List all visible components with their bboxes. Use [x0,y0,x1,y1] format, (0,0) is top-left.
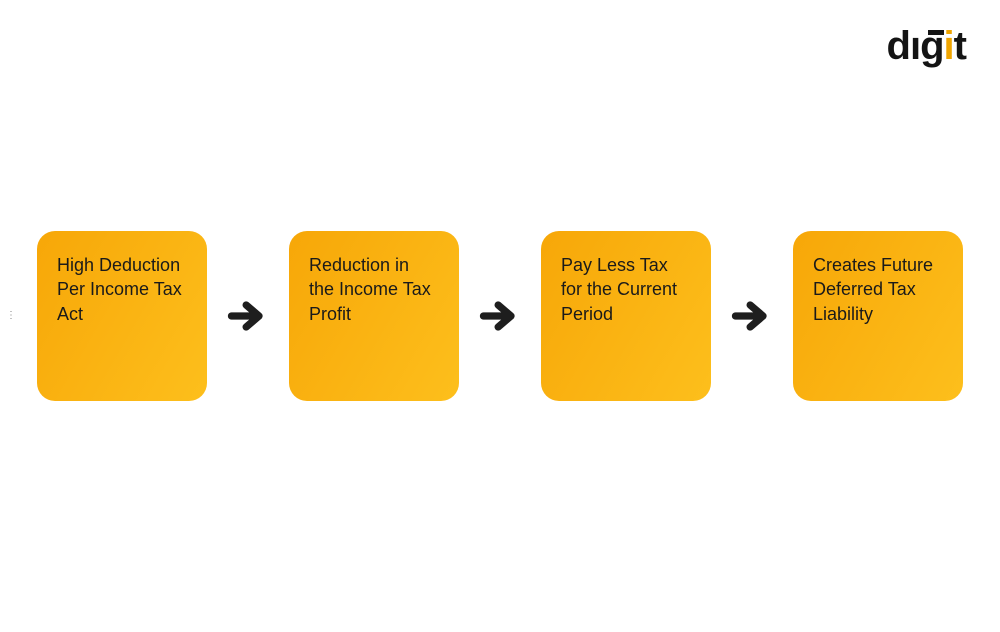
logo-letter-d: d [887,24,910,68]
flow-node-label: Creates Future Deferred Tax Liability [813,253,943,326]
drag-handle-dots: ⋮ [6,314,17,318]
flow-node-3: Creates Future Deferred Tax Liability [793,231,963,401]
arrow-icon [225,293,271,339]
flow-node-label: Pay Less Tax for the Current Period [561,253,691,326]
logo-letter-i1: ı [910,24,920,68]
logo-bar-accent [928,30,944,35]
digit-logo: dıgit [887,24,966,69]
flow-node-0: High Deduction Per Income Tax Act [37,231,207,401]
logo-letter-i2: i [944,24,954,68]
flowchart: High Deduction Per Income Tax Act Reduct… [37,231,963,401]
flow-node-label: High Deduction Per Income Tax Act [57,253,187,326]
flow-node-1: Reduction in the Income Tax Profit [289,231,459,401]
arrow-icon [729,293,775,339]
flow-node-2: Pay Less Tax for the Current Period [541,231,711,401]
logo-letter-t: t [954,24,966,68]
flow-node-label: Reduction in the Income Tax Profit [309,253,439,326]
arrow-icon [477,293,523,339]
